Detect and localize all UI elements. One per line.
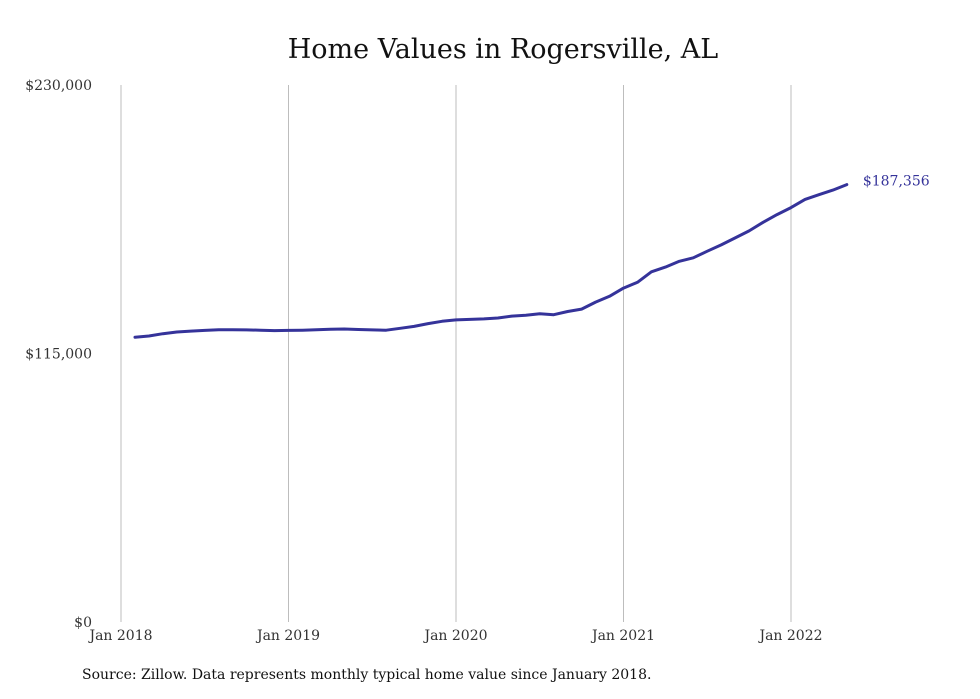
x-tick-label: Jan 2020 [422,628,487,644]
x-axis-ticks: Jan 2018 Jan 2019 Jan 2020 Jan 2021 Jan 2022 [87,628,822,644]
y-tick-label: $115,000 [25,347,92,363]
source-note: Source: Zillow. Data represents monthly … [82,667,652,683]
x-tick-label: Jan 2021 [590,628,655,644]
chart-title: Home Values in Rogersville, AL [288,34,719,65]
x-tick-label: Jan 2019 [255,628,320,644]
y-tick-label: $230,000 [25,78,92,94]
x-tick-label: Jan 2022 [757,628,822,644]
y-axis-ticks: $0 $115,000 $230,000 [25,78,92,631]
x-tick-label: Jan 2018 [87,628,152,644]
y-tick-label: $0 [74,615,92,631]
end-value-label: $187,356 [863,174,930,190]
series-line [133,183,849,339]
gridlines [120,85,792,622]
